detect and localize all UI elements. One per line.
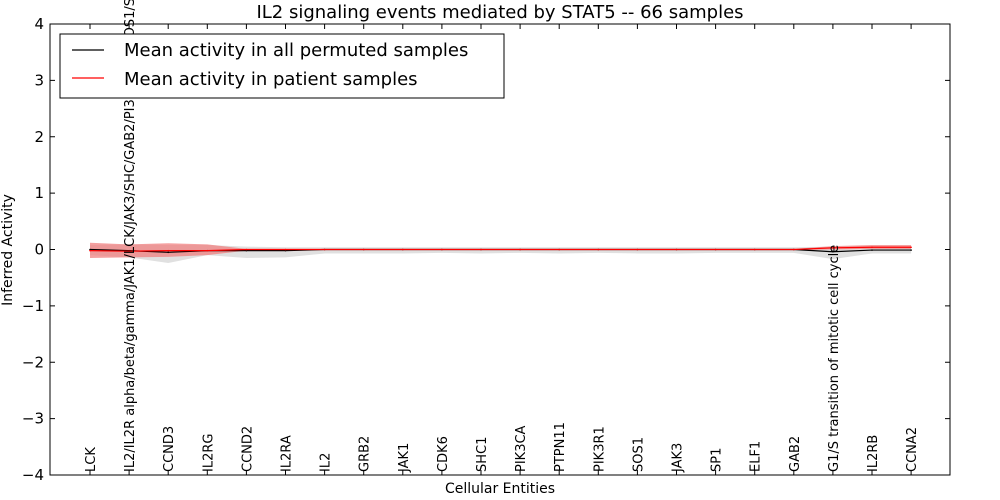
point-series-1 bbox=[128, 250, 130, 252]
y-tick-label: −4 bbox=[22, 466, 44, 484]
point-series-1 bbox=[167, 249, 169, 252]
y-axis-label: Inferred Activity bbox=[0, 194, 16, 306]
y-axis-ticks: −4 −3 −2 −1 0 1 2 3 4 bbox=[22, 15, 950, 484]
point-series-1 bbox=[323, 248, 326, 251]
x-tick-label: G1/S transition of mitotic cell cycle bbox=[827, 245, 842, 472]
x-tick-label: GRB2 bbox=[358, 436, 373, 472]
y-tick-label: −1 bbox=[22, 297, 44, 315]
point-series-1 bbox=[714, 248, 717, 251]
point-series-0 bbox=[832, 250, 834, 253]
point-series-0 bbox=[167, 251, 169, 254]
point-series-0 bbox=[89, 248, 91, 251]
chart-title: IL2 signaling events mediated by STAT5 -… bbox=[256, 2, 743, 23]
x-tick-label: PIK3CA bbox=[514, 425, 529, 472]
point-series-1 bbox=[284, 248, 287, 251]
point-series-1 bbox=[558, 248, 560, 251]
y-tick-label: 0 bbox=[34, 241, 44, 259]
x-tick-label: SOS1 bbox=[631, 437, 646, 472]
point-series-1 bbox=[480, 248, 482, 251]
point-series-1 bbox=[245, 248, 248, 251]
point-series-1 bbox=[871, 246, 873, 249]
legend-box bbox=[59, 33, 505, 99]
point-series-1 bbox=[89, 249, 91, 252]
x-tick-label: SHC1 bbox=[475, 437, 490, 472]
y-tick-label: 4 bbox=[34, 15, 44, 33]
point-series-1 bbox=[362, 248, 365, 251]
point-series-0 bbox=[871, 249, 873, 251]
x-tick-label: SP1 bbox=[710, 448, 725, 472]
x-tick-label: IL2/IL2R alpha/beta/gamma/JAK1/LCK/JAK3/… bbox=[123, 0, 138, 472]
x-tick-label: IL2RA bbox=[280, 435, 295, 472]
x-tick-label: JAK3 bbox=[671, 443, 686, 473]
point-series-1 bbox=[910, 246, 912, 249]
point-series-0 bbox=[245, 249, 248, 252]
x-tick-label: CCND2 bbox=[240, 426, 255, 472]
x-tick-label: LCK bbox=[84, 447, 99, 472]
point-series-1 bbox=[793, 248, 795, 251]
x-tick-label: IL2RG bbox=[201, 434, 216, 472]
x-tick-label: ELF1 bbox=[749, 441, 764, 472]
x-axis-ticks: LCK IL2/IL2R alpha/beta/gamma/JAK1/LCK/JA… bbox=[84, 0, 920, 475]
point-series-1 bbox=[402, 248, 404, 251]
line-series-1 bbox=[89, 246, 912, 252]
point-series-0 bbox=[284, 249, 287, 252]
y-tick-label: 3 bbox=[34, 71, 44, 89]
point-series-1 bbox=[753, 248, 756, 251]
x-axis-label: Cellular Entities bbox=[445, 481, 555, 497]
confidence-bands bbox=[90, 242, 912, 264]
x-tick-label: CCND3 bbox=[162, 426, 177, 472]
point-series-1 bbox=[519, 248, 521, 251]
legend-label-permuted: Mean activity in all permuted samples bbox=[124, 40, 468, 61]
x-tick-label: PTPN11 bbox=[553, 422, 568, 472]
x-tick-label: CDK6 bbox=[436, 436, 451, 472]
y-tick-label: −2 bbox=[22, 353, 44, 371]
y-tick-label: −3 bbox=[22, 410, 44, 428]
y-tick-label: 2 bbox=[34, 128, 44, 146]
point-series-1 bbox=[832, 247, 834, 249]
point-series-1 bbox=[441, 248, 443, 251]
plot-frame bbox=[49, 23, 951, 476]
point-series-0 bbox=[910, 249, 912, 251]
x-tick-label: IL2 bbox=[319, 453, 334, 472]
point-series-1 bbox=[206, 249, 209, 252]
x-tick-label: JAK1 bbox=[397, 443, 412, 473]
series-lines bbox=[89, 246, 912, 254]
point-series-1 bbox=[675, 248, 678, 251]
point-series-1 bbox=[636, 248, 639, 251]
x-tick-label: PIK3R1 bbox=[592, 426, 607, 472]
legend: Mean activity in all permuted samples Me… bbox=[59, 33, 505, 99]
y-tick-label: 1 bbox=[34, 184, 44, 202]
x-tick-label: GAB2 bbox=[788, 436, 803, 472]
x-tick-label: CCNA2 bbox=[905, 427, 920, 472]
legend-label-patient: Mean activity in patient samples bbox=[124, 69, 418, 90]
x-tick-label: IL2RB bbox=[866, 435, 881, 472]
point-series-1 bbox=[597, 248, 600, 251]
